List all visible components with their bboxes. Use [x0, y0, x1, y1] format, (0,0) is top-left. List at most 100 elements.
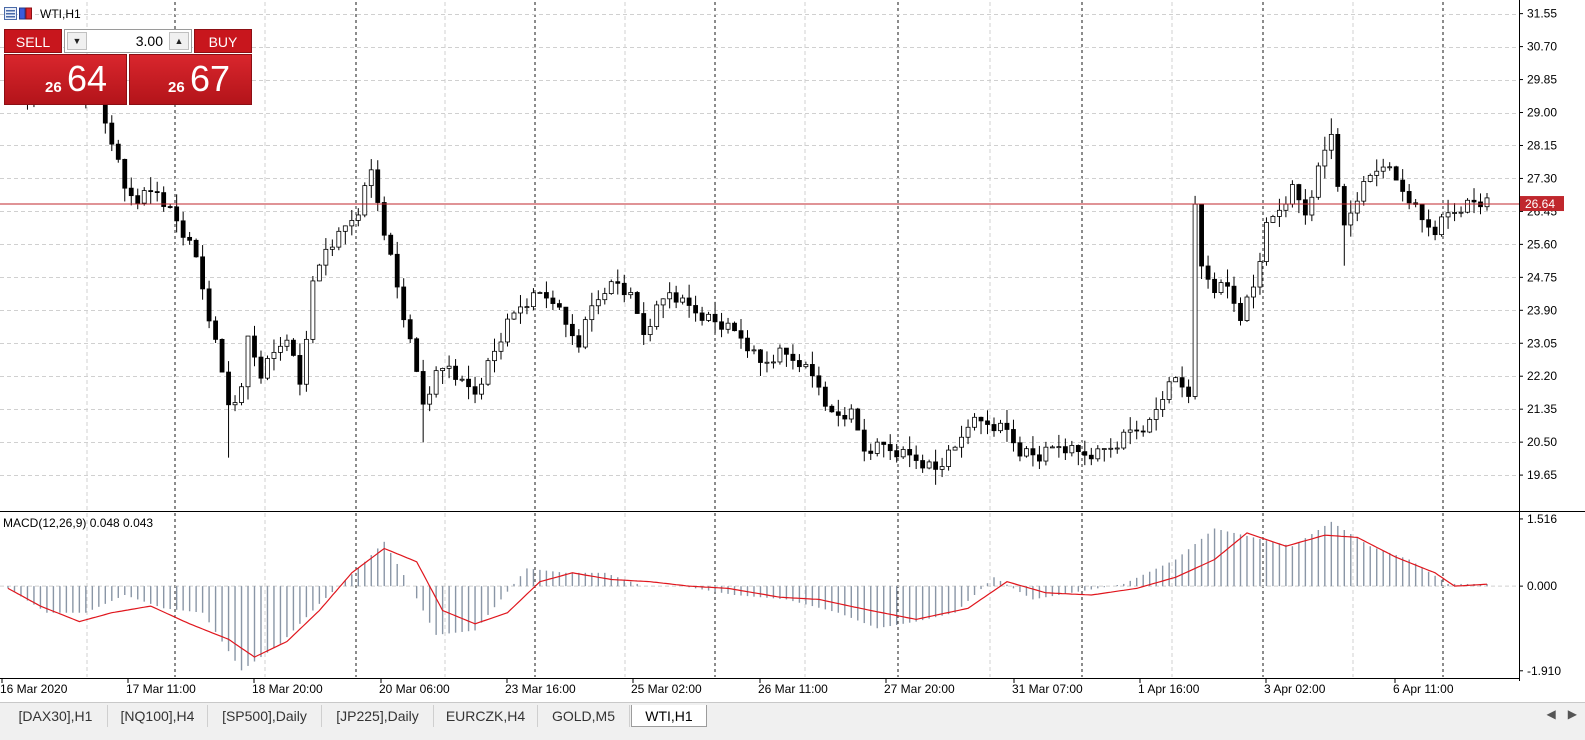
- tab-wti-h1[interactable]: WTI,H1: [631, 705, 707, 727]
- candle-down: [790, 353, 796, 361]
- lot-size-stepper[interactable]: ▼ 3.00 ▲: [64, 29, 192, 53]
- candle-down: [634, 292, 640, 314]
- candle-up: [1127, 429, 1133, 433]
- candle-up: [764, 361, 770, 364]
- candle-up: [1095, 448, 1101, 460]
- candle-up: [1108, 447, 1114, 450]
- candle-up: [582, 319, 588, 348]
- candle-up: [1283, 203, 1289, 211]
- candle-down: [1426, 219, 1432, 228]
- macd-indicator-label: MACD(12,26,9) 0.048 0.043: [3, 516, 154, 530]
- candle-up: [1244, 296, 1250, 321]
- candle-up: [1374, 170, 1380, 176]
- candle-down: [1335, 133, 1341, 187]
- tab-dax30-h1[interactable]: [DAX30],H1: [4, 705, 108, 727]
- candle-down: [544, 292, 549, 299]
- candle-up: [1043, 446, 1049, 462]
- candle-up: [751, 349, 757, 352]
- candle-down: [673, 292, 679, 303]
- candle-up: [355, 214, 361, 221]
- candle-down: [569, 323, 575, 337]
- lot-size-value[interactable]: 3.00: [135, 33, 163, 49]
- candle-down: [200, 256, 206, 290]
- candle-down: [1296, 184, 1302, 201]
- time-tick-label: 26 Mar 11:00: [758, 682, 828, 696]
- candle-up: [952, 446, 958, 451]
- candle-down: [213, 320, 218, 340]
- time-tick-label: 16 Mar 2020: [0, 682, 68, 696]
- candle-down: [388, 234, 394, 255]
- candle-up: [589, 305, 595, 321]
- candle-down: [219, 338, 225, 373]
- candle-up: [485, 360, 491, 385]
- buy-price-main: 67: [190, 58, 231, 99]
- candle-down: [1231, 285, 1237, 304]
- candle-down: [453, 365, 458, 380]
- candle-up: [1315, 165, 1321, 198]
- candle-up: [939, 466, 945, 470]
- candle-up: [1218, 282, 1224, 293]
- scroll-right-icon[interactable]: ▶: [1567, 707, 1577, 721]
- candle-down: [1004, 422, 1010, 430]
- sell-button[interactable]: SELL: [4, 29, 62, 53]
- symbol-title: WTI,H1: [40, 6, 81, 21]
- candle-up: [362, 185, 368, 216]
- buy-price-button[interactable]: 26 67: [129, 54, 252, 105]
- candle-up: [303, 338, 309, 385]
- candle-up: [647, 326, 653, 335]
- candle-up: [660, 298, 666, 306]
- candle-down: [180, 220, 186, 238]
- tab-eurczk-h4[interactable]: EURCZK,H4: [434, 705, 538, 727]
- candle-up: [874, 441, 880, 454]
- candle-up: [1348, 212, 1354, 226]
- candle-down: [193, 239, 199, 258]
- candle-down: [1419, 204, 1425, 221]
- lot-increase-icon[interactable]: ▲: [169, 32, 189, 50]
- tab-nq100-h4[interactable]: [NQ100],H4: [108, 705, 208, 727]
- candle-up: [329, 246, 335, 250]
- candle-down: [1037, 454, 1042, 462]
- tab-scroll-controls: ◀ ▶: [1535, 707, 1577, 721]
- candle-up: [803, 364, 809, 368]
- price-tick-label: 25.60: [1527, 237, 1557, 251]
- candle-down: [887, 444, 893, 452]
- candle-up: [1452, 212, 1457, 214]
- price-tick-label: 23.90: [1527, 303, 1557, 317]
- chart-area[interactable]: 31.5530.7029.8529.0028.1527.3026.4525.60…: [0, 0, 1585, 702]
- candle-down: [115, 143, 121, 160]
- candle-down: [167, 206, 173, 208]
- candle-down: [1075, 445, 1081, 453]
- lot-decrease-icon[interactable]: ▼: [67, 32, 87, 50]
- candle-up: [368, 169, 374, 187]
- time-tick-label: 1 Apr 16:00: [1138, 682, 1200, 696]
- candle-down: [407, 319, 413, 340]
- scroll-left-icon[interactable]: ◀: [1546, 707, 1556, 721]
- candle-down: [174, 206, 180, 222]
- candle-down: [1471, 199, 1477, 203]
- candle-down: [420, 371, 426, 405]
- macd-signal-line: [7, 532, 1488, 658]
- candle-down: [829, 405, 835, 413]
- price-tick-label: 21.35: [1527, 402, 1557, 416]
- tab-jp225-daily[interactable]: [JP225],Daily: [322, 705, 434, 727]
- candle-down: [758, 349, 763, 363]
- candle-down: [861, 429, 867, 452]
- candle-down: [1225, 282, 1230, 287]
- trade-panel-icon[interactable]: [19, 7, 32, 20]
- candle-up: [505, 318, 510, 343]
- sell-price-button[interactable]: 26 64: [4, 54, 127, 105]
- candle-up: [498, 341, 504, 352]
- candle-down: [297, 355, 303, 385]
- candle-down: [933, 461, 939, 470]
- candle-up: [433, 370, 439, 395]
- candle-up: [777, 347, 783, 363]
- tab-gold-m5[interactable]: GOLD,M5: [538, 705, 630, 727]
- candle-up: [1354, 200, 1360, 214]
- candle-down: [1406, 191, 1412, 204]
- candle-down: [1212, 278, 1217, 293]
- candle-down: [822, 386, 828, 407]
- buy-button[interactable]: BUY: [194, 29, 252, 53]
- tab-sp500-daily[interactable]: [SP500],Daily: [208, 705, 322, 727]
- candle-down: [1062, 446, 1068, 454]
